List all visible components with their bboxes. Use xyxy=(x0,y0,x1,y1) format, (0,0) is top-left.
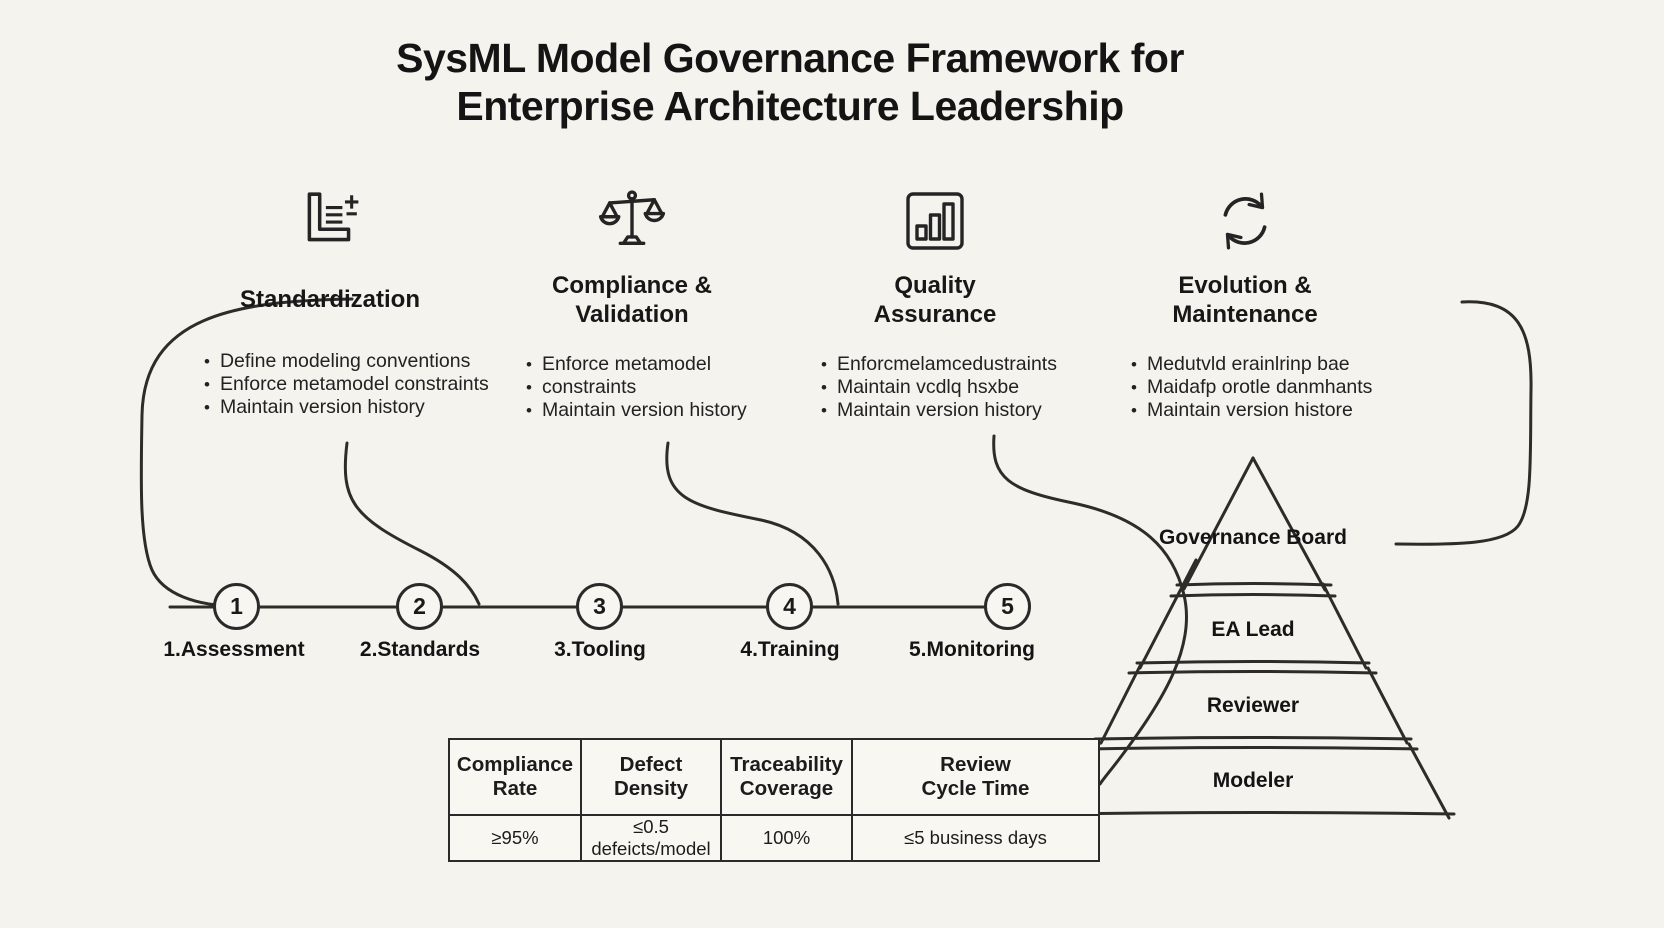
bar-chart-icon xyxy=(775,185,1095,257)
pyramid-tier4-top-edge xyxy=(1087,746,1419,751)
timeline-step-label-training: 5.Monitoring xyxy=(909,638,1035,661)
pyramid-tier3-top-edge xyxy=(1127,670,1378,675)
pyramid-level-governance-board: Governance Board xyxy=(1159,526,1347,549)
bullet-item: Maidafp orotle danmhants xyxy=(1131,376,1405,399)
metrics-header-defect-density: Defect Density xyxy=(582,740,722,816)
metrics-header-traceability-coverage: Traceability Coverage xyxy=(722,740,853,816)
pillar-bullet-list: Medutvld erainlrinp bae Maidafp orotle d… xyxy=(1085,353,1405,422)
pillar-bullet-list: Enforcmelamcedustraints Maintain vcdlq h… xyxy=(775,353,1095,422)
pillar-quality-assurance: Quality Assurance Enforcmelamcedustraint… xyxy=(775,185,1095,422)
page-title-line-1: SysML Model Governance Framework for xyxy=(396,35,1184,81)
pyramid-tier1-base-edge xyxy=(1175,582,1333,587)
pillar-heading: Quality Assurance xyxy=(873,272,997,328)
metrics-table-header-row: Compliance Rate Defect Density Traceabil… xyxy=(450,740,1098,816)
bullet-item: Enforce metamodel xyxy=(526,353,792,376)
bullet-item: constraints xyxy=(526,376,792,399)
timeline-step-circle-5: 5 xyxy=(984,583,1031,630)
pyramid-level-reviewer: Reviewer xyxy=(1206,694,1300,717)
metrics-value-defect-density: ≤0.5 defeicts/model xyxy=(582,816,722,860)
pyramid-level-modeler: Modeler xyxy=(1212,769,1294,792)
metrics-value-compliance-rate: ≥95% xyxy=(450,816,582,860)
timeline-step-circle-4: 4 xyxy=(766,583,813,630)
metrics-value-traceability-coverage: 100% xyxy=(722,816,853,860)
pillar-bullet-list: Enforce metamodel constraints Maintain v… xyxy=(472,353,792,422)
page-title-line-2: Enterprise Architecture Leadership xyxy=(456,83,1124,129)
pillar-heading: Standardization xyxy=(239,286,420,313)
pillar-heading: Compliance & Validation xyxy=(551,272,713,328)
bullet-item: Enforce metamodel constraints xyxy=(204,373,490,396)
pillar-compliance-validation: Compliance & Validation Enforce metamode… xyxy=(472,185,792,422)
timeline-step-circle-1: 1 xyxy=(213,583,260,630)
quality-assurance-connector xyxy=(992,434,1189,786)
right-bracket-connector xyxy=(1394,300,1533,546)
metrics-header-review-cycle-time: Review Cycle Time xyxy=(853,740,1098,816)
pyramid-tier3-left-edge xyxy=(1099,664,1142,745)
bullet-item: Enforcmelamcedustraints xyxy=(821,353,1095,376)
pyramid-tier3-base-edge xyxy=(1093,736,1413,741)
bullet-item: Medutvld erainlrinp bae xyxy=(1131,353,1405,376)
metrics-table-value-row: ≥95% ≤0.5 defeicts/model 100% ≤5 busines… xyxy=(450,816,1098,860)
bullet-item: Maintain vcdlq hsxbe xyxy=(821,376,1095,399)
bullet-item: Maintain version history xyxy=(821,399,1095,422)
pyramid-level-ea-lead: EA Lead xyxy=(1211,618,1295,641)
pyramid-tier4-base-edge xyxy=(1052,811,1456,816)
pyramid-tier2-right-edge xyxy=(1321,582,1368,670)
timeline-step-circle-2: 2 xyxy=(396,583,443,630)
metrics-value-review-cycle-time: ≤5 business days xyxy=(904,827,1047,848)
pillar-heading: Evolution & Maintenance xyxy=(1172,272,1318,328)
timeline-step-label-standards: 2.Standards xyxy=(359,638,481,661)
square-ruler-plus-icon xyxy=(170,185,490,257)
timeline-step-label-tooling: 3.Tooling xyxy=(554,638,646,661)
balance-scale-icon xyxy=(472,185,792,257)
pillar-standardization: Standardization Define modeling conventi… xyxy=(170,185,490,419)
cycle-arrows-icon xyxy=(1085,185,1405,257)
pyramid-tier1-left-edge xyxy=(1182,456,1255,591)
compliance-connector xyxy=(665,441,840,606)
timeline-step-label-monitoring: 4.Training xyxy=(740,638,840,661)
standardization-connector xyxy=(343,441,481,606)
bullet-item: Define modeling conventions xyxy=(204,350,490,373)
left-bracket-connector xyxy=(139,297,354,608)
pyramid-tier3-right-edge xyxy=(1366,666,1409,745)
metrics-header-compliance-rate: Compliance Rate xyxy=(450,740,582,816)
page-title: SysML Model Governance Framework for Ent… xyxy=(0,34,1580,130)
pyramid-tier2-left-edge xyxy=(1138,558,1198,670)
pyramid-tier2-top-edge xyxy=(1169,593,1337,598)
pyramid-tier1-right-edge xyxy=(1251,456,1327,592)
metrics-table: Compliance Rate Defect Density Traceabil… xyxy=(448,738,1100,862)
timeline-step-label-assessment: 1.Assessment xyxy=(163,638,305,661)
pyramid-tier2-base-edge xyxy=(1135,660,1371,665)
bullet-item: Maintain version history xyxy=(526,399,792,422)
pillar-bullet-list: Define modeling conventions Enforce meta… xyxy=(170,350,490,419)
bullet-item: Maintain version histore xyxy=(1131,399,1405,422)
bullet-item: Maintain version history xyxy=(204,396,490,419)
timeline-step-circle-3: 3 xyxy=(576,583,623,630)
pyramid-tier4-right-edge xyxy=(1407,742,1451,820)
pillar-evolution-maintenance: Evolution & Maintenance Medutvld erainlr… xyxy=(1085,185,1405,422)
